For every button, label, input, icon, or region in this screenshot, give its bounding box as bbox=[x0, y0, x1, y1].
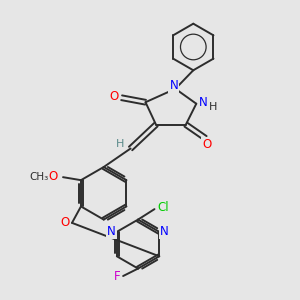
Text: N: N bbox=[107, 225, 116, 238]
Text: O: O bbox=[61, 216, 70, 230]
Text: N: N bbox=[200, 96, 208, 109]
Text: CH₃: CH₃ bbox=[29, 172, 48, 182]
Text: Cl: Cl bbox=[157, 201, 169, 214]
Text: F: F bbox=[114, 269, 121, 283]
Text: O: O bbox=[202, 138, 212, 151]
Text: N: N bbox=[160, 225, 169, 238]
Text: N: N bbox=[169, 79, 178, 92]
Text: H: H bbox=[116, 139, 124, 149]
Text: O: O bbox=[48, 170, 57, 183]
Text: H: H bbox=[208, 102, 217, 112]
Text: O: O bbox=[110, 90, 119, 103]
